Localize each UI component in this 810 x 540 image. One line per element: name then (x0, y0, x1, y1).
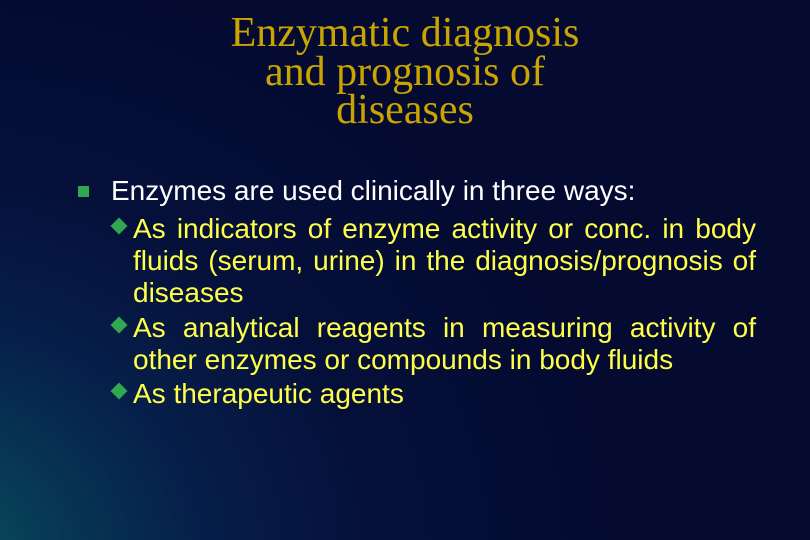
level2-list: As indicators of enzyme activity or conc… (111, 213, 756, 410)
diamond-bullet-icon (111, 385, 127, 397)
list-item: As therapeutic agents (111, 378, 756, 410)
list-item-text: As analytical reagents in measuring acti… (133, 312, 756, 376)
list-item: As indicators of enzyme activity or conc… (111, 213, 756, 310)
square-bullet-icon (78, 186, 89, 197)
bullet-level1: Enzymes are used clinically in three way… (78, 174, 756, 207)
list-item-text: As indicators of enzyme activity or conc… (133, 213, 756, 310)
list-item: As analytical reagents in measuring acti… (111, 312, 756, 376)
slide-title: Enzymatic diagnosis and prognosis of dis… (0, 0, 810, 130)
slide: Enzymatic diagnosis and prognosis of dis… (0, 0, 810, 540)
diamond-bullet-icon (111, 220, 127, 232)
level1-text: Enzymes are used clinically in three way… (111, 174, 635, 207)
list-item-text: As therapeutic agents (133, 378, 756, 410)
title-line-3: diseases (336, 87, 474, 133)
slide-body: Enzymes are used clinically in three way… (78, 174, 756, 410)
diamond-bullet-icon (111, 319, 127, 331)
